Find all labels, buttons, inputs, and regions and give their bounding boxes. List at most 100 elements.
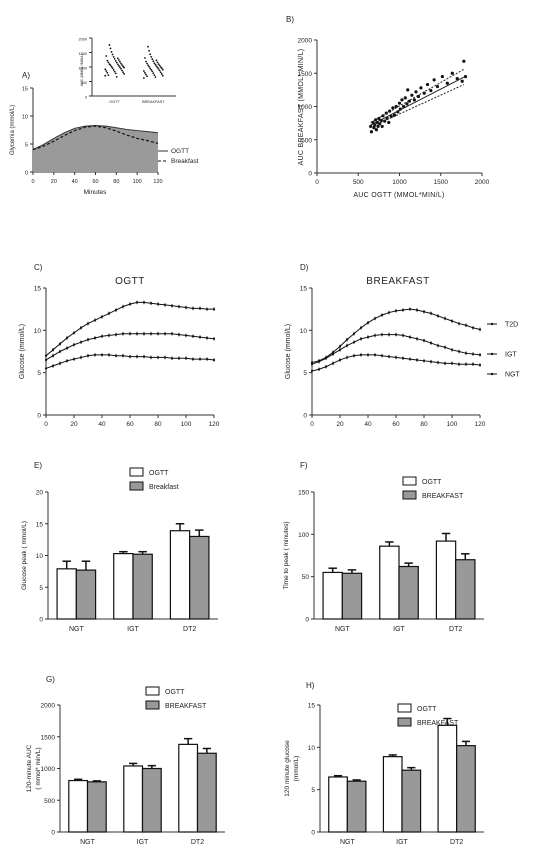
inset-point	[144, 57, 146, 59]
scatter-point	[400, 98, 404, 102]
y-tick-label: 15	[308, 703, 316, 710]
inset-point	[149, 67, 152, 70]
y-tick-label: 0	[39, 617, 43, 624]
legend-swatch	[397, 703, 412, 713]
data-point	[464, 363, 468, 366]
data-point	[142, 301, 146, 304]
bar	[196, 752, 217, 833]
bar	[68, 779, 89, 833]
data-point	[205, 336, 209, 340]
data-point	[310, 369, 314, 373]
y-tick-label: 10	[22, 115, 28, 121]
data-point	[387, 311, 391, 314]
bar	[328, 776, 348, 833]
data-point	[471, 363, 475, 366]
scatter-point	[380, 124, 384, 129]
y-tick-label: 10	[34, 328, 42, 335]
data-point	[310, 363, 314, 366]
data-point	[464, 324, 468, 327]
inset-point	[142, 70, 145, 72]
data-point	[128, 302, 132, 306]
data-point	[436, 314, 440, 318]
scatter-point	[405, 102, 409, 106]
x-tick-label: 500	[353, 179, 364, 186]
y-tick-label: 2000	[79, 38, 87, 42]
legend-label: OGTT	[417, 706, 437, 713]
legend-swatch	[145, 700, 160, 710]
inset-point	[109, 47, 112, 50]
legend-label: OGTT	[165, 689, 185, 696]
data-point	[86, 322, 90, 325]
data-point	[93, 336, 97, 340]
inset-point	[144, 71, 146, 74]
bar	[141, 767, 162, 833]
y-tick-label: 20	[36, 490, 44, 497]
bar	[86, 781, 107, 833]
legend-label: T2D	[505, 322, 518, 329]
inset-point	[160, 73, 163, 75]
inset-point	[123, 66, 126, 69]
ci-lower-line	[370, 84, 465, 128]
x-category-label: IGT	[396, 839, 408, 846]
data-point	[408, 308, 412, 311]
data-point	[352, 354, 356, 357]
bar	[398, 565, 419, 620]
scatter-point	[372, 126, 376, 130]
data-point	[142, 355, 146, 358]
y-tick-label: 0	[85, 96, 87, 100]
inset-category-label: BREAKFAST	[142, 100, 165, 104]
data-point	[366, 336, 370, 339]
x-tick-label: 100	[133, 179, 142, 185]
y-tick-label: 500	[44, 798, 55, 805]
inset-point	[159, 71, 162, 74]
ci-upper-line	[370, 68, 465, 123]
panel-title: BREAKFAST	[366, 276, 429, 287]
data-point	[114, 333, 118, 336]
legend-swatch	[145, 686, 160, 696]
inset-point	[151, 58, 154, 61]
y-tick-label: 1500	[41, 734, 56, 741]
panel-c: C) OGTT 0 5 10 15 0 20 40 60 80 100 120 Glucose (mmol…	[19, 263, 220, 428]
x-axis-title: Minutes	[84, 189, 108, 196]
scatter-point	[394, 104, 398, 109]
inset-point	[155, 59, 158, 62]
legend-label: BREAKFAST	[417, 720, 459, 727]
scatter-point	[392, 113, 397, 117]
scatter-point	[440, 74, 444, 79]
x-category-label: DT2	[450, 839, 463, 846]
data-point	[51, 364, 55, 367]
inset-point	[117, 64, 120, 67]
data-point	[51, 348, 55, 351]
inset-point	[111, 67, 114, 70]
x-tick-label: 1000	[392, 179, 407, 186]
data-point	[65, 347, 69, 350]
data-point	[149, 356, 153, 359]
inset-point	[115, 75, 118, 78]
data-point	[394, 356, 398, 359]
data-point	[121, 332, 125, 335]
data-point	[93, 319, 97, 322]
data-point	[317, 368, 321, 371]
scatter-point	[460, 79, 464, 83]
scatter-point	[410, 93, 414, 97]
data-point	[422, 359, 426, 362]
legend-label: OGTT	[149, 470, 169, 477]
data-point	[380, 333, 384, 336]
bar	[346, 780, 367, 833]
data-point	[121, 354, 125, 357]
data-point	[359, 337, 363, 340]
scatter-point	[414, 90, 418, 94]
scatter-point	[419, 86, 423, 90]
data-point	[128, 355, 132, 358]
x-tick-label: 0	[310, 421, 314, 428]
legend-swatch	[402, 490, 417, 500]
bar	[341, 572, 363, 620]
x-tick-label: 100	[181, 421, 192, 428]
inset-point	[157, 68, 160, 70]
data-point	[184, 306, 188, 309]
y-tick-label: 1500	[298, 71, 313, 78]
x-tick-label: 80	[420, 421, 428, 428]
inset-point	[161, 74, 164, 77]
inset-point	[114, 72, 117, 75]
data-point	[86, 354, 90, 357]
